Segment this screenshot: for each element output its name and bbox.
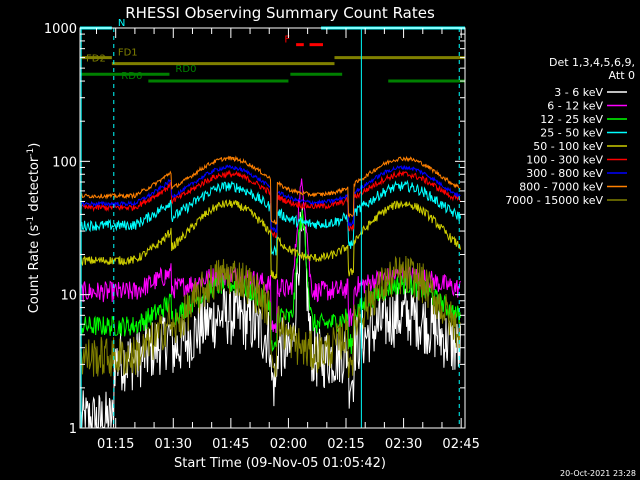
chart-title: RHESSI Observing Summary Count Rates [125, 4, 435, 22]
y-axis: 1 10 100 1000 [44, 22, 465, 437]
x-tick-label: 02:00 [270, 437, 307, 452]
legend-label: 50 - 100 keV [533, 140, 603, 153]
flag-label-f: F [284, 35, 290, 46]
flag-label-fd1: FD1 [118, 48, 138, 59]
y-tick-label: 1000 [44, 22, 77, 37]
plot-frame [79, 27, 466, 429]
x-tick-label: 01:30 [155, 437, 192, 452]
flag-label-n: N [118, 18, 125, 29]
series-lines [80, 155, 461, 428]
generation-timestamp: 20-Oct-2021 23:28 [560, 469, 636, 478]
legend-label: 12 - 25 keV [540, 113, 603, 126]
flag-label-fd2: FD2 [86, 54, 106, 65]
y-axis-label: Count Rate (s-1 detector-1) [26, 143, 42, 314]
legend-label: 3 - 6 keV [554, 86, 603, 99]
legend-label: 100 - 300 keV [526, 154, 603, 167]
x-axis: 01:15 01:30 01:45 02:00 02:15 02:30 02:45 [96, 28, 480, 452]
flag-label-rd6: RD6 [121, 71, 142, 82]
series-line-4 [80, 199, 461, 280]
x-tick-label: 01:45 [212, 437, 249, 452]
legend-header-line-2: Att 0 [609, 69, 635, 82]
x-tick-label: 01:15 [97, 437, 134, 452]
x-tick-label: 02:30 [385, 437, 422, 452]
legend-label: 800 - 7000 keV [519, 181, 603, 194]
x-tick-label: 02:45 [442, 437, 479, 452]
legend-label: 300 - 800 keV [526, 167, 603, 180]
series-line-8 [80, 255, 461, 378]
y-tick-label: 1 [69, 422, 77, 437]
series-line-2 [80, 210, 461, 355]
x-tick-label: 02:15 [327, 437, 364, 452]
legend-label: 25 - 50 keV [540, 127, 603, 140]
legend-label: 6 - 12 keV [547, 100, 603, 113]
y-tick-label: 100 [52, 155, 77, 170]
legend-label: 7000 - 15000 keV [505, 194, 603, 207]
flag-label-rd0: RD0 [175, 64, 196, 75]
saa-boundary-lines [80, 28, 460, 428]
series-line-7 [80, 155, 461, 226]
y-tick-label: 10 [60, 289, 77, 304]
x-axis-label: Start Time (09-Nov-05 01:05:42) [174, 456, 386, 471]
legend-header-line-1: Det 1,3,4,5,6,9, [549, 56, 635, 69]
